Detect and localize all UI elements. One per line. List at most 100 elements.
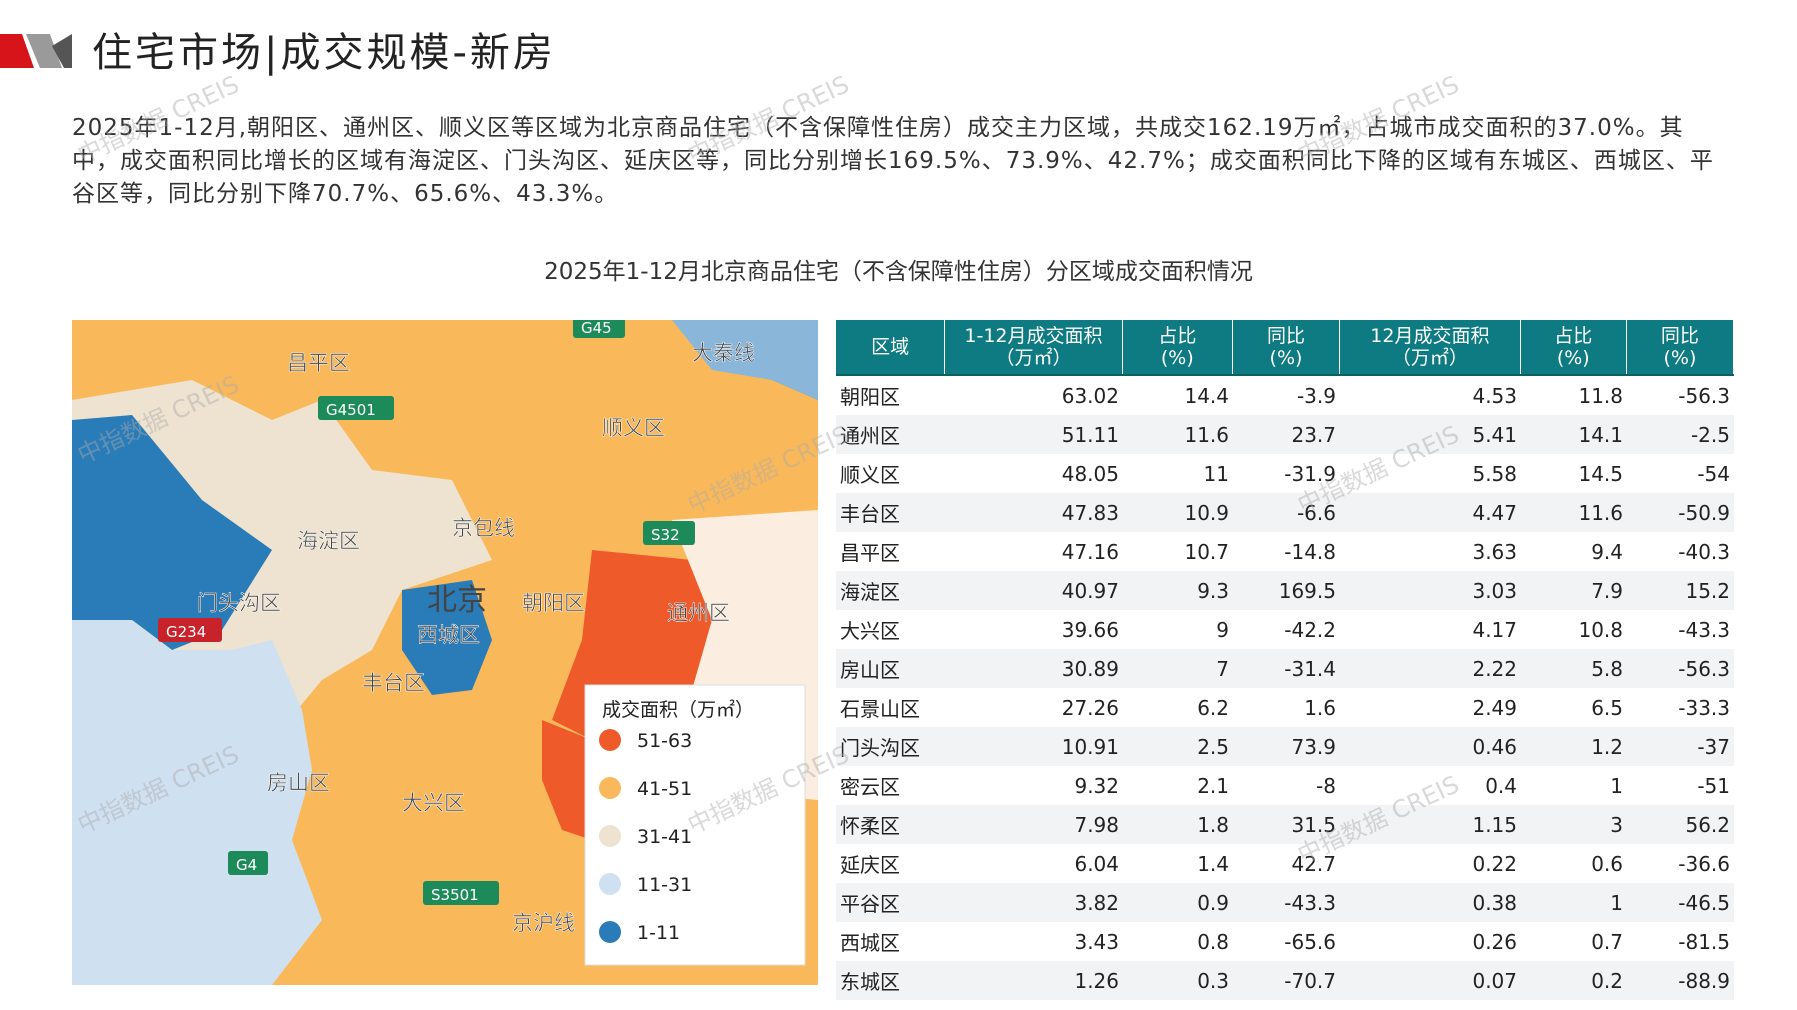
header-cell: 同比 (%) xyxy=(1233,320,1341,374)
map-label: 京包线 xyxy=(452,516,515,540)
table-cell: 10.9 xyxy=(1184,500,1229,525)
header-text: 同比 xyxy=(1660,325,1699,347)
table-cell: 0.26 xyxy=(1472,929,1517,954)
road-badge xyxy=(643,521,695,545)
table-cell: 2.5 xyxy=(1197,734,1229,759)
table-title: 2025年1-12月北京商品住宅（不含保障性住房）分区域成交面积情况 xyxy=(544,259,1253,285)
table-cell: -36.6 xyxy=(1678,851,1730,876)
legend-box xyxy=(584,684,806,966)
table-row: 大兴区 39.66 9 -42.2 4.17 10.8 -43.3 xyxy=(836,610,1734,649)
table-cell: 14.4 xyxy=(1184,383,1229,408)
table-cell: 丰台区 xyxy=(840,502,900,526)
table-cell: -14.8 xyxy=(1284,539,1336,564)
header-cell: 占比 (%) xyxy=(1521,320,1627,374)
table-cell: -56.3 xyxy=(1678,383,1730,408)
table-cell: 1.6 xyxy=(1304,695,1336,720)
road-badge xyxy=(318,396,394,420)
table-cell: 73.9 xyxy=(1291,734,1336,759)
table-cell: 0.07 xyxy=(1472,968,1517,993)
table-row: 西城区 3.43 0.8 -65.6 0.26 0.7 -81.5 xyxy=(836,922,1734,961)
table-cell: 西城区 xyxy=(840,931,900,955)
table-cell: -54 xyxy=(1697,461,1730,486)
table-cell: 通州区 xyxy=(840,424,900,448)
table-cell: 169.5 xyxy=(1278,578,1336,603)
map-label: 朝阳区 xyxy=(522,591,585,615)
table-row: 石景山区 27.26 6.2 1.6 2.49 6.5 -33.3 xyxy=(836,688,1734,727)
table-cell: 海淀区 xyxy=(840,580,900,604)
map-label: 北京 xyxy=(427,583,487,618)
table-cell: 5.58 xyxy=(1472,461,1517,486)
table-cell: 7 xyxy=(1216,656,1229,681)
table-cell: 11.6 xyxy=(1578,500,1623,525)
table-row: 怀柔区 7.98 1.8 31.5 1.15 3 56.2 xyxy=(836,805,1734,844)
header-cell: 12月成交面积 （万㎡） xyxy=(1340,320,1521,374)
table-cell: 3 xyxy=(1610,812,1623,837)
table-row: 东城区 1.26 0.3 -70.7 0.07 0.2 -88.9 xyxy=(836,961,1734,1000)
map-label: 京沪线 xyxy=(512,911,575,935)
table-cell: 0.22 xyxy=(1472,851,1517,876)
table-cell: 42.7 xyxy=(1291,851,1336,876)
map-label: 通州区 xyxy=(667,601,730,625)
table-cell: 1 xyxy=(1610,773,1623,798)
legend-label: 41-51 xyxy=(637,778,692,800)
table-cell: 6.5 xyxy=(1591,695,1623,720)
legend-swatch xyxy=(599,873,621,895)
table-cell: 1.15 xyxy=(1472,812,1517,837)
table-cell: 10.7 xyxy=(1184,539,1229,564)
table-cell: 顺义区 xyxy=(840,463,900,487)
table-cell: 9.4 xyxy=(1591,539,1623,564)
legend-swatch xyxy=(599,921,621,943)
header-text: (%) xyxy=(1269,347,1303,369)
header-text: （万㎡） xyxy=(1391,347,1468,369)
table-cell: 3.43 xyxy=(1074,929,1119,954)
map-label: 丰台区 xyxy=(362,671,425,695)
table-cell: 48.05 xyxy=(1061,461,1119,486)
table-cell: 0.3 xyxy=(1197,968,1229,993)
legend-label: 1-11 xyxy=(637,922,680,944)
table-row: 丰台区 47.83 10.9 -6.6 4.47 11.6 -50.9 xyxy=(836,493,1734,532)
header-text: 占比 xyxy=(1158,325,1197,347)
table-cell: 平谷区 xyxy=(840,892,900,916)
table-cell: -40.3 xyxy=(1678,539,1730,564)
table-cell: 23.7 xyxy=(1291,422,1336,447)
header-text: 占比 xyxy=(1554,325,1593,347)
table-cell: 7.98 xyxy=(1074,812,1119,837)
table-cell: -31.4 xyxy=(1284,656,1336,681)
table-cell: 51.11 xyxy=(1061,422,1119,447)
table-row: 密云区 9.32 2.1 -8 0.4 1 -51 xyxy=(836,766,1734,805)
table-cell: 石景山区 xyxy=(840,697,920,721)
table-cell: 10.8 xyxy=(1578,617,1623,642)
road-label: S32 xyxy=(651,526,680,544)
table-cell: 5.8 xyxy=(1591,656,1623,681)
table-cell: -6.6 xyxy=(1296,500,1336,525)
table-cell: 4.53 xyxy=(1472,383,1517,408)
table-cell: 1 xyxy=(1610,890,1623,915)
table-row: 房山区 30.89 7 -31.4 2.22 5.8 -56.3 xyxy=(836,649,1734,688)
road-label: G45 xyxy=(581,320,612,337)
table-cell: -81.5 xyxy=(1678,929,1730,954)
table-cell: 15.2 xyxy=(1685,578,1730,603)
table-cell: 0.38 xyxy=(1472,890,1517,915)
table-cell: 2.22 xyxy=(1472,656,1517,681)
road-badge xyxy=(573,320,625,338)
table-cell: 5.41 xyxy=(1472,422,1517,447)
header-text: 同比 xyxy=(1266,325,1305,347)
table-cell: 11.6 xyxy=(1184,422,1229,447)
header-cell: 区域 xyxy=(836,320,946,374)
table-cell: 0.7 xyxy=(1591,929,1623,954)
table-cell: 4.47 xyxy=(1472,500,1517,525)
table-body: 朝阳区 63.02 14.4 -3.9 4.53 11.8 -56.3 通州区 51.11 11.… xyxy=(836,376,1734,1000)
table-row: 平谷区 3.82 0.9 -43.3 0.38 1 -46.5 xyxy=(836,883,1734,922)
table-cell: 47.83 xyxy=(1061,500,1119,525)
header-text: (%) xyxy=(1663,347,1697,369)
table-cell: 1.2 xyxy=(1591,734,1623,759)
table-cell: 0.46 xyxy=(1472,734,1517,759)
table-cell: 3.03 xyxy=(1472,578,1517,603)
table-cell: 0.6 xyxy=(1591,851,1623,876)
map-label: 顺义区 xyxy=(602,416,665,440)
table-cell: 0.4 xyxy=(1485,773,1517,798)
table-cell: 31.5 xyxy=(1291,812,1336,837)
header-decoration xyxy=(0,34,72,68)
